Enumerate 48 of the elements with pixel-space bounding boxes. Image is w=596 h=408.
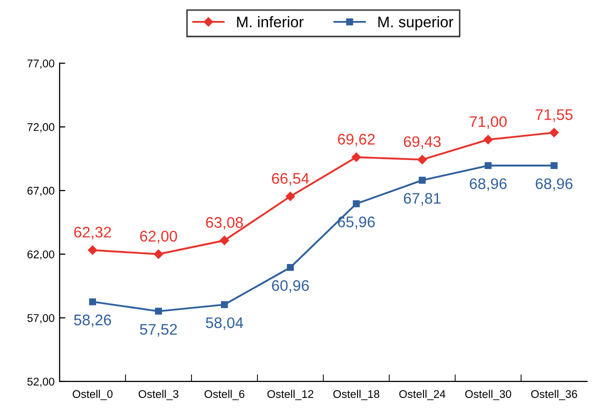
data-label: 67,81 [404, 192, 441, 206]
y-tick-label: 72,00 [28, 123, 54, 132]
x-tick-label: Ostell_30 [465, 390, 512, 400]
point [220, 236, 230, 246]
data-label: 62,00 [140, 230, 178, 244]
data-label: 69,43 [404, 136, 441, 149]
y-tick-label: 67,00 [28, 186, 54, 196]
data-label: 69,62 [338, 134, 375, 146]
point [352, 200, 360, 208]
data-label: 58,04 [206, 317, 244, 330]
y-tick-label: 57,00 [27, 314, 54, 324]
data-label: 63,08 [206, 217, 243, 230]
point [549, 128, 559, 138]
point [155, 308, 162, 315]
point [484, 162, 492, 170]
data-label: 68,96 [536, 178, 573, 191]
legend-label: M. inferior [237, 16, 304, 28]
data-label: 71,00 [470, 116, 507, 129]
point [352, 152, 361, 162]
point [220, 301, 228, 308]
point [418, 176, 426, 184]
x-tick-label: Ostell_24 [399, 390, 446, 400]
data-label: 71,55 [536, 109, 573, 122]
point [286, 192, 295, 202]
data-label: 68,96 [470, 178, 507, 191]
point [484, 134, 493, 144]
x-tick-label: Ostell_0 [72, 390, 113, 400]
y-tick-label: 62,00 [28, 250, 54, 260]
y-tick-label: 52,00 [27, 378, 54, 387]
point [154, 250, 164, 259]
x-tick-label: Ostell_6 [204, 390, 244, 400]
x-tick-label: Ostell_3 [138, 390, 178, 400]
data-label: 65,96 [338, 216, 375, 230]
legend-label: M. superior [378, 16, 454, 30]
x-tick-label: Ostell_36 [531, 390, 578, 400]
x-tick-label: Ostell_18 [333, 390, 380, 400]
data-label: 57,52 [140, 324, 177, 337]
data-label: 66,54 [272, 173, 310, 186]
data-label: 58,26 [74, 314, 112, 328]
data-label: 62,32 [74, 226, 111, 240]
point [286, 264, 294, 271]
point [550, 162, 558, 170]
y-tick-label: 77,00 [28, 60, 54, 69]
point [418, 154, 427, 164]
point [89, 298, 96, 306]
data-label: 60,96 [272, 280, 309, 293]
point [88, 245, 98, 255]
x-tick-label: Ostell_12 [267, 390, 314, 400]
